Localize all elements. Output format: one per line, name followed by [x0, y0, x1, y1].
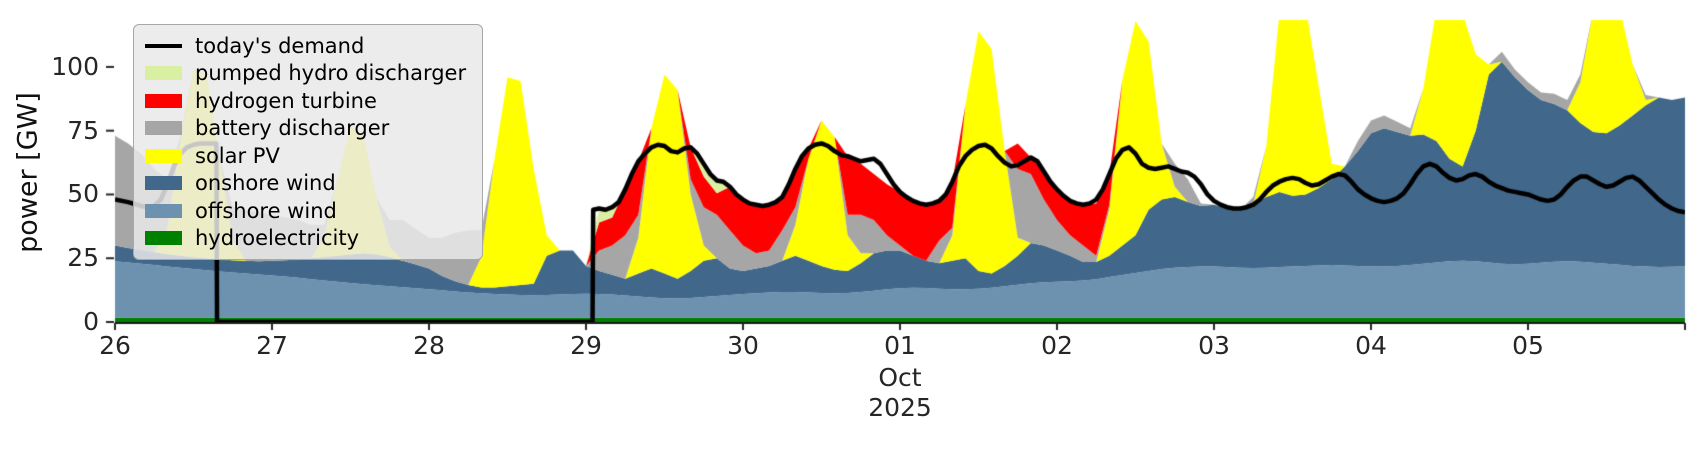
legend-item: today's demand — [145, 32, 466, 60]
x-axis-month-label: Oct — [878, 363, 922, 392]
x-tick-label: 03 — [1198, 331, 1230, 360]
legend-swatch-hydroelectricity — [145, 231, 182, 246]
legend-swatch-battery-discharger — [145, 121, 182, 136]
legend-label: solar PV — [195, 143, 280, 168]
legend-swatch-offshore-wind — [145, 203, 182, 218]
y-tick-label: 0 — [83, 307, 99, 336]
legend-box: today's demand pumped hydro discharger hyd… — [133, 24, 484, 260]
y-tick-label: 75 — [67, 115, 99, 145]
legend-label: onshore wind — [195, 171, 336, 196]
legend-label: today's demand — [195, 33, 365, 58]
y-tick-label: 25 — [67, 243, 99, 273]
y-tick-label: 50 — [67, 179, 99, 209]
x-tick-label: 02 — [1041, 331, 1073, 360]
legend-item: hydrogen turbine — [145, 87, 466, 115]
legend-label: battery discharger — [195, 116, 390, 141]
legend-item: hydroelectricity — [145, 225, 466, 253]
legend-swatch-onshore-wind — [145, 176, 182, 191]
legend-item: onshore wind — [145, 170, 466, 198]
legend-swatch-today-s-demand — [145, 43, 182, 48]
x-tick-label: 30 — [727, 331, 759, 360]
legend-swatch-hydrogen-turbine — [145, 93, 182, 108]
legend-swatch-pumped-hydro-discharger — [145, 66, 182, 81]
x-tick-label: 05 — [1512, 331, 1544, 360]
y-tick-label: 100 — [51, 51, 99, 81]
legend-label: hydroelectricity — [195, 226, 360, 251]
x-tick-label: 26 — [99, 331, 131, 360]
x-tick-label: 04 — [1355, 331, 1387, 360]
legend-label: hydrogen turbine — [195, 88, 377, 113]
x-tick-label: 29 — [570, 331, 602, 360]
x-axis-year-label: 2025 — [868, 393, 932, 422]
y-axis-label: power [GW] — [12, 92, 44, 253]
legend-item: offshore wind — [145, 197, 466, 225]
legend-label: pumped hydro discharger — [195, 61, 467, 86]
legend-swatch-solar-pv — [145, 148, 182, 163]
legend-item: solar PV — [145, 142, 466, 170]
legend-item: pumped hydro discharger — [145, 60, 466, 88]
legend-label: offshore wind — [195, 198, 337, 223]
legend-item: battery discharger — [145, 115, 466, 143]
x-tick-label: 28 — [413, 331, 445, 360]
x-tick-label: 27 — [256, 331, 288, 360]
x-tick-label: 01 — [884, 331, 916, 360]
